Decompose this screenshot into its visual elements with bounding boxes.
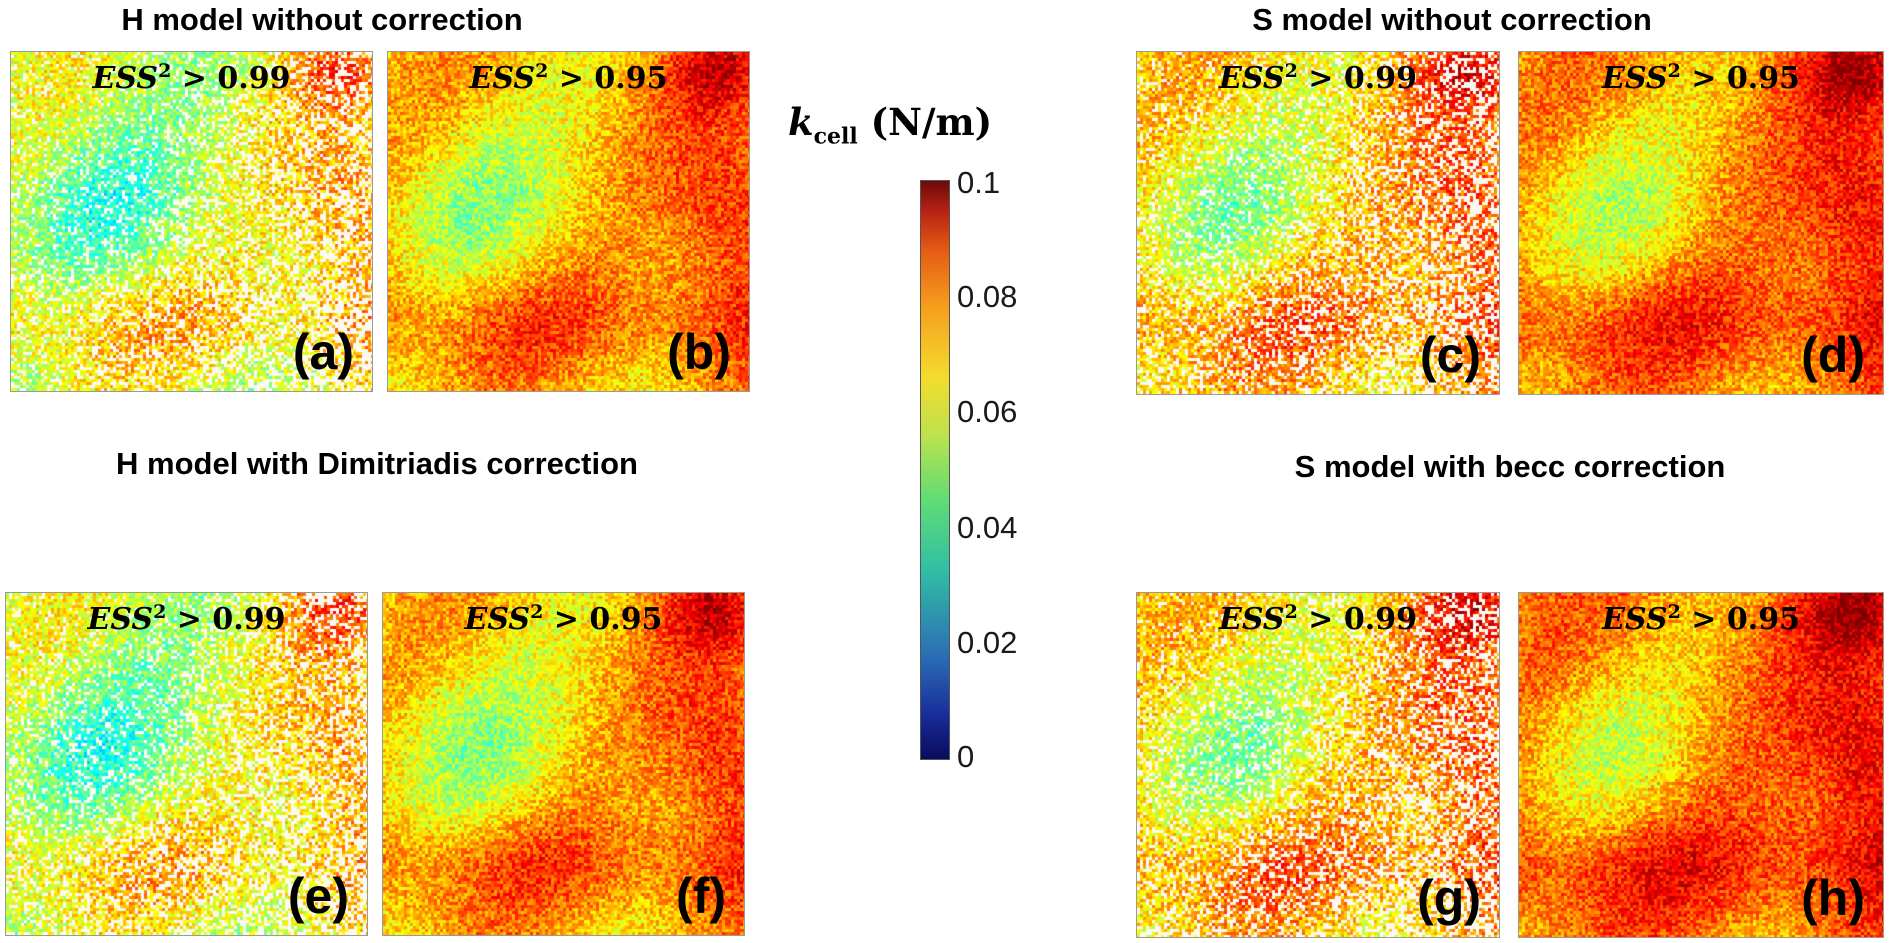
colorbar-tick-label: 0.04 [957, 510, 1018, 545]
panel-letter-h: (h) [1801, 870, 1865, 926]
heatmap-panel-b: ESS2 > 0.95 (b) [387, 51, 750, 392]
colorbar-tick-label: 0 [957, 739, 975, 774]
colorbar [920, 180, 950, 760]
heatmap-canvas-e [6, 593, 367, 935]
threshold-label-b: ESS2 > 0.95 [469, 60, 668, 96]
heatmap-canvas-a [11, 52, 372, 391]
group-title-s-uncorrected: S model without correction [1252, 2, 1652, 37]
colorbar-tick-label: 0.1 [957, 165, 1001, 200]
heatmap-canvas-b [388, 52, 749, 391]
heatmap-panel-c: ESS2 > 0.99 (c) [1136, 51, 1500, 395]
threshold-label-a: ESS2 > 0.99 [92, 60, 291, 96]
threshold-label-g: ESS2 > 0.99 [1219, 601, 1417, 637]
heatmap-canvas-f [383, 593, 744, 935]
panel-letter-c: (c) [1419, 327, 1481, 383]
colorbar-tick-label: 0.06 [957, 394, 1018, 429]
heatmap-panel-f: ESS2 > 0.95 (f) [382, 592, 745, 936]
threshold-label-f: ESS2 > 0.95 [464, 601, 663, 637]
threshold-label-h: ESS2 > 0.95 [1602, 601, 1800, 637]
heatmap-panel-a: ESS2 > 0.99 (a) [10, 51, 373, 392]
panel-letter-b: (b) [667, 324, 731, 380]
panel-letter-d: (d) [1801, 327, 1865, 383]
heatmap-canvas-d [1519, 52, 1883, 394]
panel-letter-g: (g) [1417, 870, 1481, 926]
colorbar-tick-label: 0.08 [957, 279, 1018, 314]
heatmap-panel-e: ESS2 > 0.99 (e) [5, 592, 368, 936]
heatmap-canvas-g [1137, 593, 1499, 937]
heatmap-panel-d: ESS2 > 0.95 (d) [1518, 51, 1884, 395]
threshold-label-e: ESS2 > 0.99 [87, 601, 286, 637]
group-title-s-becc: S model with becc correction [1294, 449, 1726, 484]
colorbar-tick-label: 0.02 [957, 625, 1018, 660]
panel-letter-e: (e) [287, 868, 349, 924]
heatmap-canvas-h [1519, 593, 1883, 937]
threshold-label-d: ESS2 > 0.95 [1602, 60, 1800, 96]
heatmap-panel-h: ESS2 > 0.95 (h) [1518, 592, 1884, 938]
threshold-label-c: ESS2 > 0.99 [1219, 60, 1417, 96]
heatmap-panel-g: ESS2 > 0.99 (g) [1136, 592, 1500, 938]
group-title-h-uncorrected: H model without correction [121, 2, 523, 37]
heatmap-canvas-c [1137, 52, 1499, 394]
panel-letter-f: (f) [676, 868, 726, 924]
group-title-h-dimitriadis: H model with Dimitriadis correction [116, 446, 638, 481]
panel-letter-a: (a) [292, 324, 354, 380]
colorbar-title: kcell (N/m) [788, 100, 993, 150]
